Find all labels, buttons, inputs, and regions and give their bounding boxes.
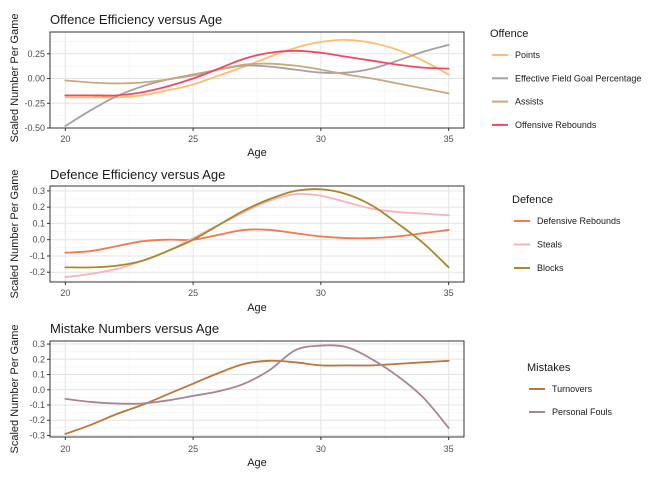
x-tick-label: 35: [444, 288, 454, 298]
x-tick-label: 30: [316, 444, 326, 454]
legend: Mistakes Turnovers Personal Fouls: [527, 362, 613, 417]
y-tick-label: 0.3: [32, 339, 45, 349]
y-tick-label: 0.1: [32, 370, 45, 380]
series-line-personal-fouls: [64, 344, 450, 429]
legend-label-personal-fouls: Personal Fouls: [552, 407, 613, 417]
chart-panel-1: 20 25 30 35 -0.50 -0.25 0.00 0.25 Offence Effici…: [9, 12, 641, 159]
plot-border: [49, 340, 465, 438]
y-axis-label: Scaled Number Per Game: [9, 170, 21, 299]
legend-label-offensive-rebounds: Offensive Rebounds: [515, 120, 597, 130]
y-axis-label: Scaled Number Per Game: [9, 14, 21, 143]
legend-label-defensive-rebounds: Defensive Rebounds: [537, 216, 621, 226]
series-lines: [64, 188, 450, 279]
x-tick-label: 30: [316, 288, 326, 298]
series-line-offensive-rebounds: [64, 49, 450, 97]
y-tick-label: 0.0: [32, 235, 45, 245]
y-tick-label: -0.2: [29, 267, 45, 277]
chart-title: Defence Efficiency versus Age: [50, 167, 225, 182]
y-tick-label: 0.2: [32, 202, 45, 212]
legend-title: Mistakes: [527, 362, 571, 374]
y-tick-label: -0.50: [24, 123, 45, 133]
series-lines: [64, 344, 450, 435]
y-tick-label: -0.25: [24, 98, 45, 108]
y-tick-label: 0.25: [27, 49, 45, 59]
y-tick-label: -0.2: [29, 415, 45, 425]
y-tick-label: 0.1: [32, 218, 45, 228]
legend-label-blocks: Blocks: [537, 263, 564, 273]
chart-title: Mistake Numbers versus Age: [50, 321, 219, 336]
y-tick-label: -0.1: [29, 251, 45, 261]
legend-label-turnovers: Turnovers: [552, 384, 593, 394]
legend: Defence Defensive Rebounds Steals Blocks: [512, 194, 621, 273]
chart-panel-3: 20 25 30 35 -0.3 -0.2 -0.1 0.0 0.1 0.2 0.3 Mistake …: [9, 321, 613, 469]
y-tick-label: -0.3: [29, 430, 45, 440]
series-line-assists: [64, 62, 450, 95]
series-line-steals: [64, 192, 450, 279]
grid: [50, 186, 464, 282]
series-line-effective-field-goal-percentage: [64, 43, 450, 127]
x-tick-label: 20: [60, 444, 70, 454]
legend: Offence Points Effective Field Goal Percen…: [490, 28, 641, 130]
x-axis-label: Age: [247, 457, 267, 469]
legend-label-steals: Steals: [537, 240, 563, 250]
y-tick-label: -0.1: [29, 400, 45, 410]
series-lines: [64, 39, 450, 127]
legend-title: Offence: [490, 28, 528, 40]
y-tick-label: 0.0: [32, 385, 45, 395]
x-axis-label: Age: [247, 147, 267, 159]
x-tick-label: 25: [188, 444, 198, 454]
x-tick-label: 25: [188, 288, 198, 298]
x-tick-label: 30: [316, 134, 326, 144]
x-axis-label: Age: [247, 302, 267, 314]
y-tick-label: 0.2: [32, 354, 45, 364]
y-axis-label: Scaled Number Per Game: [9, 325, 21, 454]
chart-panel-2: 20 25 30 35 -0.2 -0.1 0.0 0.1 0.2 0.3 Defence Effi…: [9, 167, 621, 314]
series-line-blocks: [64, 188, 450, 269]
legend-label-assists: Assists: [515, 97, 544, 107]
x-tick-label: 20: [60, 134, 70, 144]
legend-label-points: Points: [515, 50, 541, 60]
y-tick-label: 0.00: [27, 74, 45, 84]
x-tick-label: 20: [60, 288, 70, 298]
chart-title: Offence Efficiency versus Age: [50, 12, 222, 27]
series-line-points: [64, 39, 450, 99]
plot-border: [49, 31, 465, 129]
series-line-defensive-rebounds: [64, 228, 450, 254]
x-tick-label: 35: [444, 134, 454, 144]
series-line-turnovers: [64, 359, 450, 435]
plot-border: [49, 185, 465, 283]
x-tick-label: 35: [444, 444, 454, 454]
x-tick-label: 25: [188, 134, 198, 144]
legend-title: Defence: [512, 194, 553, 206]
y-tick-label: 0.3: [32, 186, 45, 196]
legend-label-effective-field-goal-percentage: Effective Field Goal Percentage: [515, 73, 641, 83]
